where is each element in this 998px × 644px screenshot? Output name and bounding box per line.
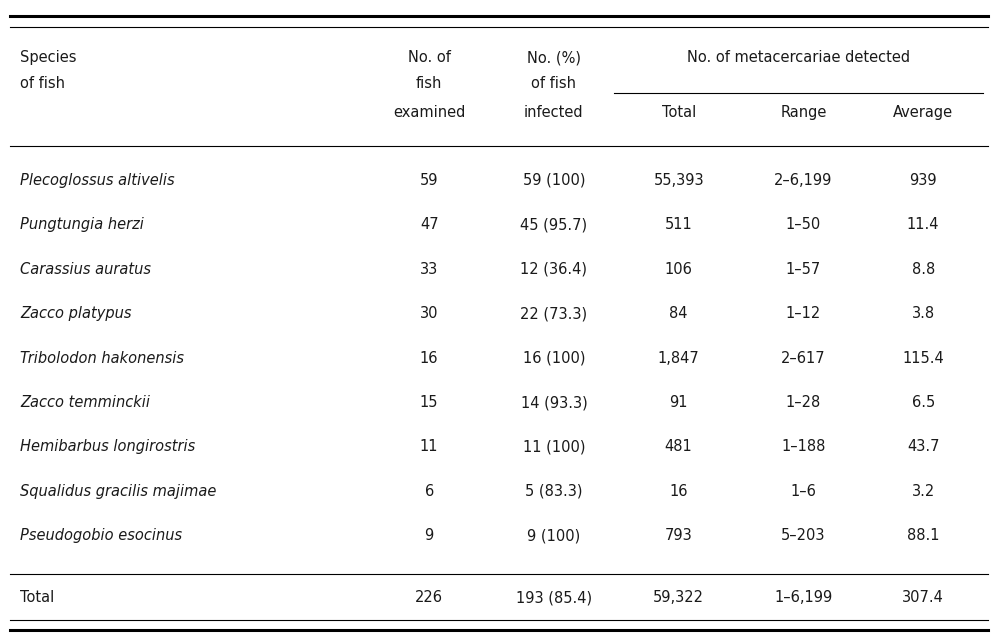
Text: Zacco temminckii: Zacco temminckii <box>20 395 150 410</box>
Text: 307.4: 307.4 <box>902 590 944 605</box>
Text: 193 (85.4): 193 (85.4) <box>516 590 592 605</box>
Text: 8.8: 8.8 <box>911 261 935 277</box>
Text: Average: Average <box>893 105 953 120</box>
Text: 3.2: 3.2 <box>911 484 935 499</box>
Text: 47: 47 <box>420 217 438 232</box>
Text: 2–6,199: 2–6,199 <box>774 173 832 188</box>
Text: Zacco platypus: Zacco platypus <box>20 306 132 321</box>
Text: 11.4: 11.4 <box>907 217 939 232</box>
Text: No. of: No. of <box>408 50 450 66</box>
Text: 106: 106 <box>665 261 693 277</box>
Text: 5–203: 5–203 <box>781 528 825 544</box>
Text: 14 (93.3): 14 (93.3) <box>521 395 587 410</box>
Text: 59: 59 <box>420 173 438 188</box>
Text: 793: 793 <box>665 528 693 544</box>
Text: 84: 84 <box>670 306 688 321</box>
Text: 9: 9 <box>424 528 434 544</box>
Text: Plecoglossus altivelis: Plecoglossus altivelis <box>20 173 175 188</box>
Text: of fish: of fish <box>20 76 65 91</box>
Text: 6: 6 <box>424 484 434 499</box>
Text: 11: 11 <box>420 439 438 455</box>
Text: 1–12: 1–12 <box>785 306 821 321</box>
Text: 1–6,199: 1–6,199 <box>774 590 832 605</box>
Text: 1,847: 1,847 <box>658 350 700 366</box>
Text: Hemibarbus longirostris: Hemibarbus longirostris <box>20 439 196 455</box>
Text: Total: Total <box>20 590 54 605</box>
Text: 511: 511 <box>665 217 693 232</box>
Text: fish: fish <box>416 76 442 91</box>
Text: 30: 30 <box>420 306 438 321</box>
Text: Pseudogobio esocinus: Pseudogobio esocinus <box>20 528 182 544</box>
Text: 1–57: 1–57 <box>785 261 821 277</box>
Text: 43.7: 43.7 <box>907 439 939 455</box>
Text: 59,322: 59,322 <box>653 590 705 605</box>
Text: Carassius auratus: Carassius auratus <box>20 261 151 277</box>
Text: No. of metacercariae detected: No. of metacercariae detected <box>687 50 910 66</box>
Text: Species: Species <box>20 50 77 66</box>
Text: Squalidus gracilis majimae: Squalidus gracilis majimae <box>20 484 217 499</box>
Text: examined: examined <box>393 105 465 120</box>
Text: 3.8: 3.8 <box>911 306 935 321</box>
Text: 88.1: 88.1 <box>907 528 939 544</box>
Text: 11 (100): 11 (100) <box>523 439 585 455</box>
Text: 226: 226 <box>415 590 443 605</box>
Text: 16: 16 <box>670 484 688 499</box>
Text: infected: infected <box>524 105 584 120</box>
Text: 91: 91 <box>670 395 688 410</box>
Text: 5 (83.3): 5 (83.3) <box>525 484 583 499</box>
Text: 6.5: 6.5 <box>911 395 935 410</box>
Text: 1–28: 1–28 <box>785 395 821 410</box>
Text: 33: 33 <box>420 261 438 277</box>
Text: Tribolodon hakonensis: Tribolodon hakonensis <box>20 350 184 366</box>
Text: 481: 481 <box>665 439 693 455</box>
Text: of fish: of fish <box>531 76 577 91</box>
Text: 22 (73.3): 22 (73.3) <box>520 306 588 321</box>
Text: Pungtungia herzi: Pungtungia herzi <box>20 217 144 232</box>
Text: 1–50: 1–50 <box>785 217 821 232</box>
Text: 45 (95.7): 45 (95.7) <box>520 217 588 232</box>
Text: 115.4: 115.4 <box>902 350 944 366</box>
Text: 55,393: 55,393 <box>654 173 704 188</box>
Text: 9 (100): 9 (100) <box>527 528 581 544</box>
Text: 2–617: 2–617 <box>781 350 825 366</box>
Text: 59 (100): 59 (100) <box>523 173 585 188</box>
Text: Range: Range <box>780 105 826 120</box>
Text: 1–188: 1–188 <box>781 439 825 455</box>
Text: 939: 939 <box>909 173 937 188</box>
Text: 16 (100): 16 (100) <box>523 350 585 366</box>
Text: 15: 15 <box>420 395 438 410</box>
Text: 12 (36.4): 12 (36.4) <box>520 261 588 277</box>
Text: 16: 16 <box>420 350 438 366</box>
Text: 1–6: 1–6 <box>790 484 816 499</box>
Text: Total: Total <box>662 105 696 120</box>
Text: No. (%): No. (%) <box>527 50 581 66</box>
